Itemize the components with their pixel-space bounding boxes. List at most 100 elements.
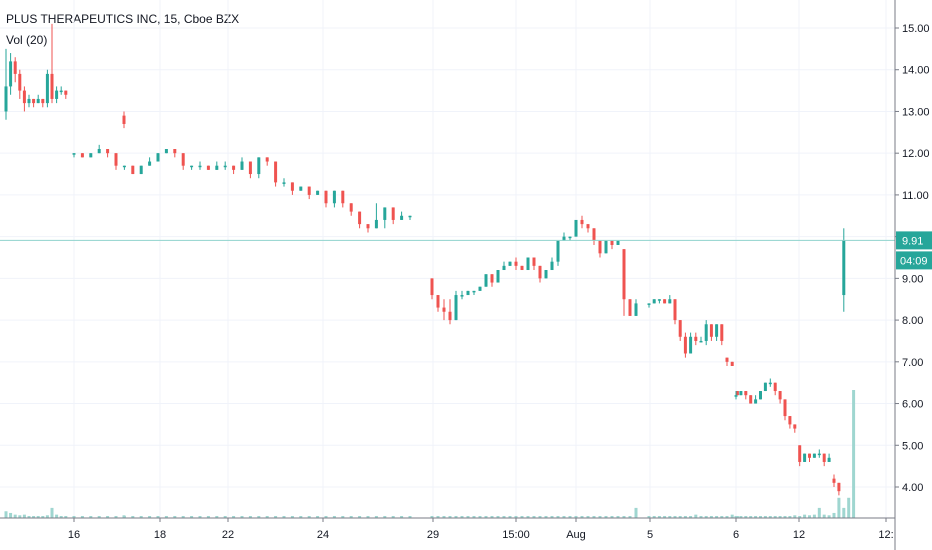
candle-body — [749, 395, 753, 404]
volume-bar — [448, 516, 452, 518]
volume-bar — [730, 514, 734, 518]
time-tick-label: 6 — [733, 529, 739, 541]
volume-bar — [586, 516, 590, 518]
price-tick-label: 12.00 — [902, 148, 930, 160]
volume-bar — [768, 516, 772, 518]
candle-body — [699, 340, 703, 343]
volume-bar — [754, 516, 758, 518]
volume-bar — [257, 516, 261, 518]
time-tick-label: 18 — [154, 529, 166, 541]
volume-bar — [604, 516, 608, 518]
candle-body — [274, 161, 278, 183]
volume-bar — [852, 390, 856, 518]
volume-bar — [366, 516, 370, 518]
volume-bar — [734, 516, 738, 518]
time-tick-label: 16 — [68, 529, 80, 541]
volume-bar — [803, 514, 807, 518]
candle-body — [122, 165, 126, 168]
candle-body — [478, 286, 482, 291]
candle-body — [837, 482, 841, 492]
volume-bar — [45, 515, 49, 518]
candle-body — [725, 357, 729, 362]
volume-bar — [50, 507, 54, 518]
candle-body — [32, 98, 36, 104]
volume-bar — [709, 516, 713, 518]
volume-bar — [97, 516, 101, 518]
volume-bar — [22, 514, 26, 518]
volume-bar — [739, 516, 743, 518]
candle-body — [526, 257, 530, 271]
volume-bar — [80, 516, 84, 518]
symbol-title[interactable]: PLUS THERAPEUTICS INC, 15, Cboe BZX — [6, 12, 240, 26]
volume-bar — [64, 516, 68, 518]
candle-body — [734, 395, 738, 397]
volume-bar — [788, 516, 792, 518]
time-tick-label: 12: — [878, 529, 893, 541]
candle-body — [22, 90, 26, 104]
volume-bars — [4, 390, 856, 518]
candle-body — [683, 336, 687, 354]
volume-bar — [628, 516, 632, 518]
candle-body — [808, 453, 811, 458]
volume-bar — [520, 516, 524, 518]
volume-bar — [32, 516, 36, 518]
candle-body — [316, 190, 320, 195]
volume-bar — [610, 516, 614, 518]
candle-body — [460, 295, 464, 297]
candle-body — [496, 270, 500, 283]
volume-bar — [198, 516, 202, 518]
volume-bar — [332, 516, 336, 518]
volume-bar — [324, 516, 328, 518]
candle-body — [817, 453, 821, 456]
volume-bar — [532, 516, 536, 518]
volume-bar — [408, 516, 412, 518]
candle-body — [430, 278, 434, 296]
volume-bar — [694, 514, 698, 518]
time-tick-label: 12 — [793, 529, 805, 541]
volume-bar — [663, 516, 667, 518]
candle-body — [383, 207, 387, 220]
candle-body — [472, 290, 476, 293]
candle-body — [827, 457, 831, 462]
volume-bar — [715, 516, 719, 518]
candle-body — [812, 453, 816, 458]
volume-bar — [484, 516, 488, 518]
volume-bar — [778, 516, 782, 518]
candle-body — [18, 73, 22, 91]
volume-bar — [812, 514, 816, 518]
candle-body — [783, 399, 787, 417]
candle-body — [466, 290, 470, 296]
candle-body — [709, 324, 713, 337]
candle-body — [768, 382, 772, 385]
volume-bar — [349, 516, 353, 518]
volume-bar — [9, 512, 13, 518]
volume-bar — [598, 516, 602, 518]
volume-bar — [13, 514, 17, 518]
volume-bar — [173, 516, 177, 518]
candle-body — [240, 161, 244, 170]
volume-bar — [290, 516, 294, 518]
volume-bar — [508, 516, 512, 518]
candle-body — [448, 311, 452, 321]
candle-body — [97, 149, 101, 154]
volume-bar — [759, 516, 762, 518]
candle-body — [514, 261, 518, 266]
candle-body — [223, 165, 227, 168]
candles — [4, 23, 846, 496]
candle-body — [9, 61, 13, 87]
countdown-tag — [896, 251, 932, 270]
candle-body — [803, 453, 807, 462]
candle-body — [793, 424, 797, 429]
volume-bar — [699, 516, 703, 518]
volume-bar — [793, 515, 797, 518]
volume-bar — [36, 516, 40, 518]
candle-body — [148, 161, 152, 166]
price-tick-label: 4.00 — [902, 482, 923, 494]
volume-indicator-label[interactable]: Vol (20) — [6, 33, 48, 47]
volume-bar — [704, 516, 708, 518]
candle-body — [556, 240, 560, 262]
volume-bar — [215, 516, 219, 518]
candle-body — [550, 261, 554, 271]
volume-bar — [55, 514, 59, 518]
